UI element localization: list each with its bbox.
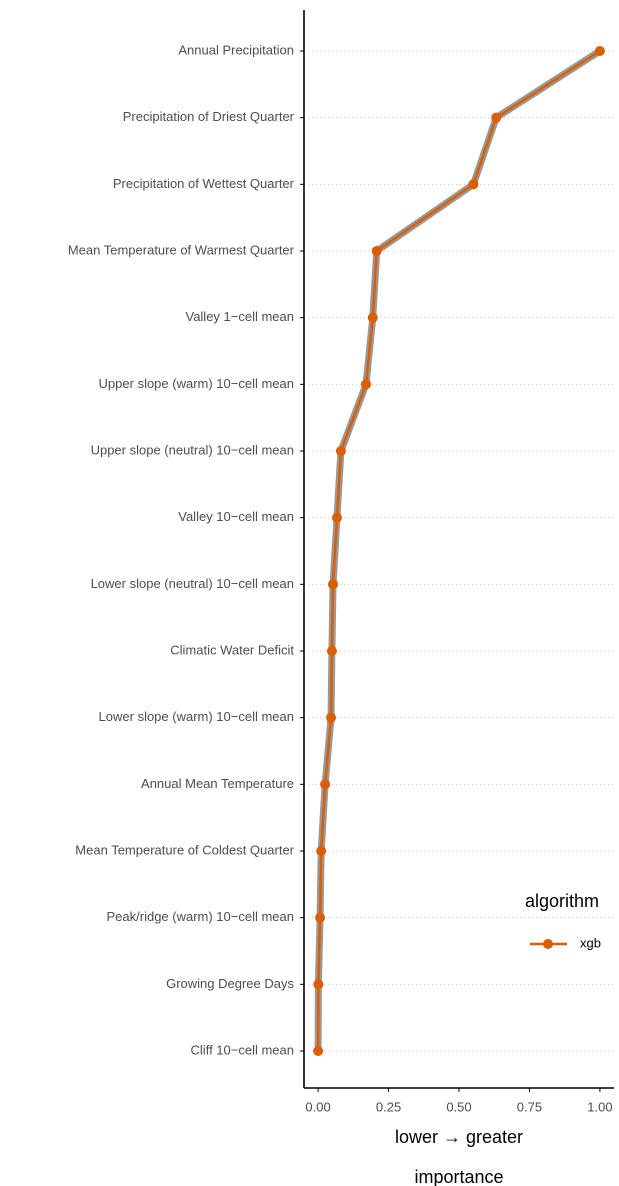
x-axis-title: importance xyxy=(414,1167,503,1186)
y-tick-label: Precipitation of Driest Quarter xyxy=(123,109,295,124)
y-tick-label: Cliff 10−cell mean xyxy=(191,1042,294,1057)
point xyxy=(361,379,371,390)
point xyxy=(316,846,327,856)
x-axis-title: lower → greater xyxy=(395,1127,523,1147)
y-tick-label: Annual Mean Temperature xyxy=(141,776,294,791)
point xyxy=(326,712,337,723)
x-tick-label: 0.00 xyxy=(305,1099,330,1114)
point xyxy=(468,179,479,190)
point xyxy=(331,512,342,523)
y-tick-label: Climatic Water Deficit xyxy=(170,642,294,657)
y-tick-label: Valley 10−cell mean xyxy=(178,509,294,524)
legend-title: algorithm xyxy=(525,891,599,911)
point xyxy=(371,246,382,256)
point xyxy=(326,646,337,656)
legend-label: xgb xyxy=(580,935,601,950)
y-tick-label: Mean Temperature of Coldest Quarter xyxy=(75,842,294,857)
y-tick-label: Growing Degree Days xyxy=(166,976,294,991)
legend-point xyxy=(543,939,553,949)
x-tick-label: 0.50 xyxy=(446,1099,471,1114)
x-tick-label: 0.25 xyxy=(376,1099,401,1114)
y-tick-label: Mean Temperature of Warmest Quarter xyxy=(68,242,295,257)
y-tick-label: Upper slope (warm) 10−cell mean xyxy=(99,376,294,391)
x-tick-label: 1.00 xyxy=(587,1099,612,1114)
point xyxy=(320,779,331,790)
point xyxy=(313,1046,324,1056)
line xyxy=(316,49,601,1052)
y-tick-label: Annual Precipitation xyxy=(178,42,294,57)
y-tick-label: Precipitation of Wettest Quarter xyxy=(113,176,295,191)
point xyxy=(313,979,324,990)
point xyxy=(367,312,378,323)
point xyxy=(335,446,346,456)
point xyxy=(594,46,605,56)
y-tick-label: Lower slope (neutral) 10−cell mean xyxy=(91,576,294,591)
x-tick-label: 0.75 xyxy=(517,1099,542,1114)
point xyxy=(491,112,502,123)
y-tick-label: Valley 1−cell mean xyxy=(185,309,294,324)
y-tick-label: Peak/ridge (warm) 10−cell mean xyxy=(107,909,295,924)
y-tick-label: Upper slope (neutral) 10−cell mean xyxy=(91,442,294,457)
y-tick-label: Lower slope (warm) 10−cell mean xyxy=(99,709,294,724)
point xyxy=(328,579,339,590)
point xyxy=(315,912,326,923)
